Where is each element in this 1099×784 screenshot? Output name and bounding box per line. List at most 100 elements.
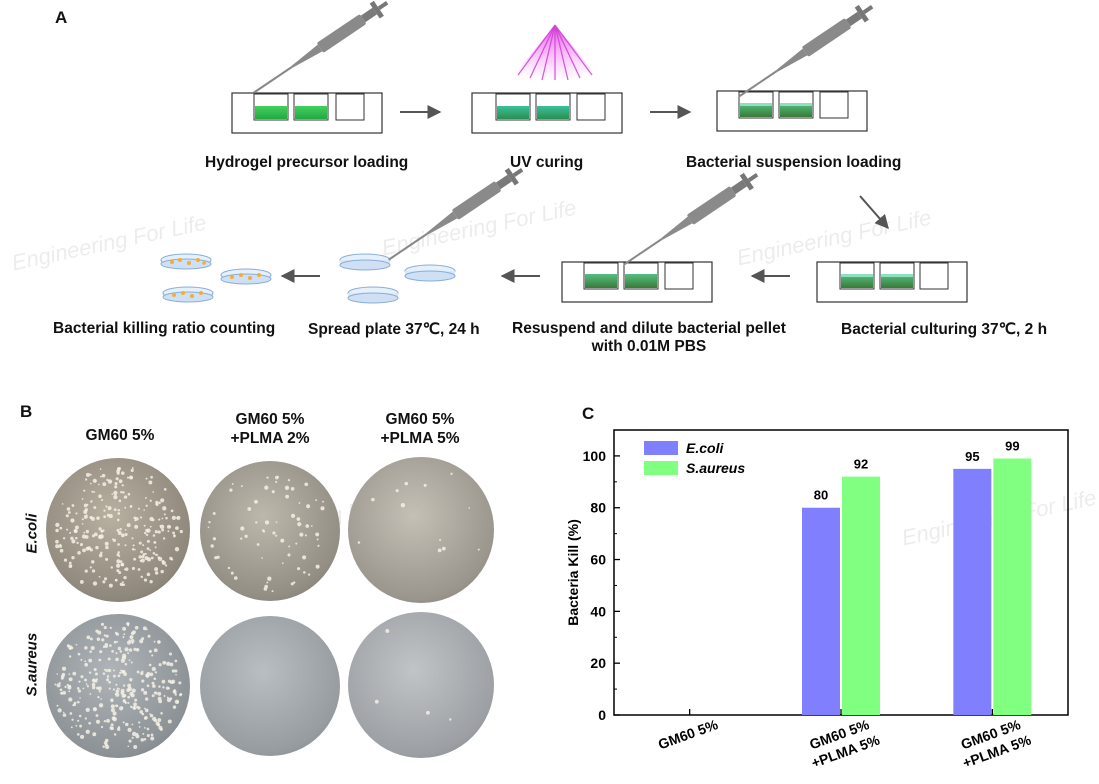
colony-dot (68, 564, 73, 569)
colony-dot (135, 734, 140, 739)
colony-dot (99, 650, 103, 654)
colony-dot (114, 579, 117, 582)
colony-dot (91, 560, 95, 564)
colony-dot (151, 681, 155, 685)
colony-dot (174, 659, 178, 663)
colony-dot (77, 689, 82, 693)
colony-dot (66, 644, 70, 648)
colony-dot (68, 690, 71, 693)
colony-dot (468, 507, 471, 509)
colony-dot (55, 539, 59, 544)
colony-dot (76, 686, 80, 690)
colony-dot (290, 513, 296, 519)
colony-dot (89, 473, 92, 476)
colony-dot (70, 726, 73, 729)
pipette-icon (382, 161, 529, 269)
colony-dot (149, 516, 154, 521)
colony-dot (119, 706, 124, 711)
colony-dot (298, 502, 301, 504)
colony-dot (127, 701, 130, 704)
colony-dot (65, 514, 69, 518)
x-tick-label: GM60 5%+PLMA 5% (803, 714, 882, 771)
colony-dot (128, 475, 134, 480)
colony-dot (116, 467, 121, 471)
colony-dot (150, 733, 154, 737)
colony-dot (118, 688, 121, 690)
colony-dot (146, 684, 150, 688)
colony-dot (90, 500, 93, 503)
colony-dot (160, 711, 163, 715)
colony-dot (281, 562, 284, 565)
uv-light-icon (510, 24, 600, 81)
colony-dot (75, 643, 78, 646)
colony-dot (109, 644, 112, 647)
colony-dot (100, 725, 104, 729)
colony-dot (127, 492, 131, 496)
colony-dot (316, 538, 319, 541)
colony-dot (68, 561, 72, 565)
colony-dot (450, 472, 453, 475)
colony-dot (85, 472, 90, 477)
panel-b-letter: B (20, 402, 33, 421)
colony-dot (404, 481, 409, 486)
colony-dot (68, 697, 73, 702)
colony-dot (151, 654, 154, 657)
colony-dot (138, 726, 141, 728)
colony-dot (139, 639, 144, 644)
colony-dot (165, 564, 168, 567)
colony-dot (149, 580, 153, 584)
colony-dot (88, 658, 93, 663)
colony-dot (119, 527, 122, 531)
colony-dot (131, 736, 134, 739)
colony-dot (153, 677, 157, 681)
colony-dot (266, 581, 269, 584)
colony-dot (68, 678, 71, 680)
colony-dot (128, 659, 131, 662)
colony-dot (142, 626, 147, 631)
colony-dot (119, 671, 122, 675)
step-label-spread-plate: Spread plate 37℃, 24 h (308, 321, 480, 338)
colony-dot (171, 669, 175, 673)
colony-dot (122, 699, 126, 703)
colony-dot (113, 669, 116, 672)
colony-dot (98, 494, 102, 499)
colony-dot (117, 726, 121, 729)
colony-dot (146, 733, 150, 738)
arrow-icon (859, 195, 889, 230)
colony-dot (173, 688, 176, 692)
colony-dot (139, 710, 143, 714)
colony-dot (124, 533, 128, 537)
colony-dot (165, 516, 168, 520)
colony-dot (116, 569, 120, 573)
colony-dot (263, 587, 268, 591)
colony-dot (103, 634, 106, 637)
colony-dot (120, 690, 125, 695)
colony-dot (152, 491, 154, 493)
colony-dot (97, 686, 102, 691)
colony-dot (115, 704, 118, 708)
colony-dot (56, 683, 61, 688)
colony-dot (144, 727, 146, 729)
colony-dot (305, 524, 310, 528)
colony-dot (449, 718, 452, 721)
colony-dot (240, 526, 245, 531)
colony-dot (113, 640, 117, 644)
colony-dot (124, 529, 127, 531)
colony-dot (91, 678, 97, 683)
colony-dot (287, 478, 291, 482)
colony-dot (154, 691, 158, 695)
colony-dot (315, 499, 318, 502)
colony-dot (110, 726, 114, 731)
colony-dot (104, 541, 109, 546)
colony-dot (146, 671, 151, 677)
agar-plate (348, 457, 494, 603)
colony-dot (73, 529, 77, 533)
colony-dot (85, 683, 88, 685)
colony-dot (90, 516, 95, 521)
colony-dot (127, 745, 130, 748)
colony-dot (148, 480, 153, 485)
colony-dot (128, 648, 133, 652)
colony-dot (76, 733, 80, 736)
colony-dot (174, 693, 177, 696)
colony-dot (153, 648, 158, 653)
